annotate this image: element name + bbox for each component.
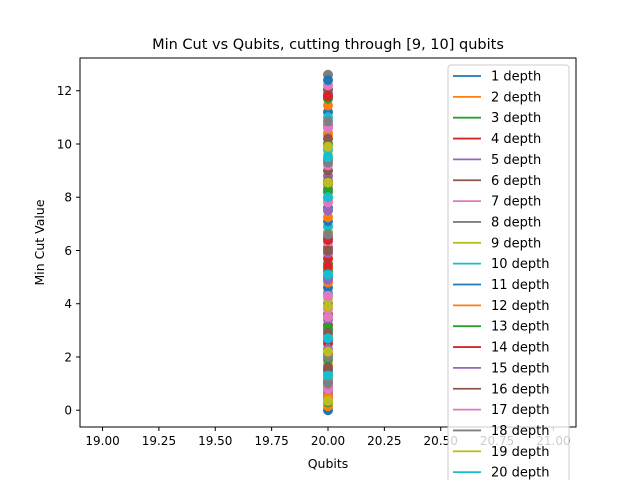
data-point <box>323 261 333 272</box>
legend-label: 2 depth <box>491 90 541 105</box>
legend-label: 3 depth <box>491 111 541 126</box>
data-point <box>323 141 333 152</box>
x-tick-label: 19.50 <box>198 434 232 448</box>
y-tick-label: 2 <box>64 350 72 364</box>
x-tick-label: 20.25 <box>367 434 401 448</box>
y-tick-label: 0 <box>64 404 72 418</box>
data-point <box>323 245 333 256</box>
data-point <box>323 370 333 381</box>
x-tick-label: 19.25 <box>142 434 176 448</box>
legend: 1 depth 2 depth 3 depth 4 depth 5 depth 6 dep… <box>447 64 570 484</box>
data-point <box>323 152 333 163</box>
data-point <box>323 362 333 373</box>
data-point <box>323 229 333 240</box>
legend-box <box>447 64 570 484</box>
legend-label: 15 depth <box>491 361 550 376</box>
y-tick-label: 4 <box>64 297 72 311</box>
legend-label: 16 depth <box>491 382 550 397</box>
data-point <box>323 301 333 312</box>
legend-label: 7 depth <box>491 195 541 210</box>
data-point <box>323 75 333 86</box>
data-point <box>323 91 333 102</box>
chart-title: Min Cut vs Qubits, cutting through [9, 1… <box>152 37 504 53</box>
data-point <box>323 269 333 280</box>
x-tick-label: 20.00 <box>311 434 345 448</box>
legend-label: 12 depth <box>491 299 550 314</box>
data-point <box>323 312 333 323</box>
y-tick-label: 10 <box>57 137 72 151</box>
legend-label: 4 depth <box>491 132 541 147</box>
legend-label: 17 depth <box>491 403 550 418</box>
legend-label: 9 depth <box>491 236 541 251</box>
legend-label: 13 depth <box>491 320 550 335</box>
y-tick-label: 6 <box>64 244 72 258</box>
data-point <box>323 192 333 203</box>
data-point <box>323 378 333 389</box>
data-point <box>323 177 333 188</box>
legend-label: 11 depth <box>491 278 550 293</box>
legend-label: 6 depth <box>491 174 541 189</box>
x-tick-label: 19.75 <box>254 434 288 448</box>
legend-label: 8 depth <box>491 215 541 230</box>
x-axis-label: Qubits <box>308 456 349 471</box>
y-axis-label: Min Cut Value <box>32 199 47 285</box>
x-tick-label: 19.00 <box>85 434 119 448</box>
data-point <box>323 395 333 406</box>
data-point <box>323 333 333 344</box>
data-point <box>323 133 333 144</box>
legend-label: 18 depth <box>491 424 550 439</box>
data-point <box>323 290 333 301</box>
legend-label: 14 depth <box>491 341 550 356</box>
legend-label: 20 depth <box>491 466 550 480</box>
legend-label: 19 depth <box>491 445 550 460</box>
y-tick-label: 12 <box>57 84 72 98</box>
data-point <box>323 346 333 357</box>
y-tick-label: 8 <box>64 191 72 205</box>
legend-label: 1 depth <box>491 70 541 85</box>
data-point <box>323 116 333 127</box>
legend-label: 5 depth <box>491 153 541 168</box>
legend-label: 10 depth <box>491 257 550 272</box>
data-point <box>323 205 333 216</box>
